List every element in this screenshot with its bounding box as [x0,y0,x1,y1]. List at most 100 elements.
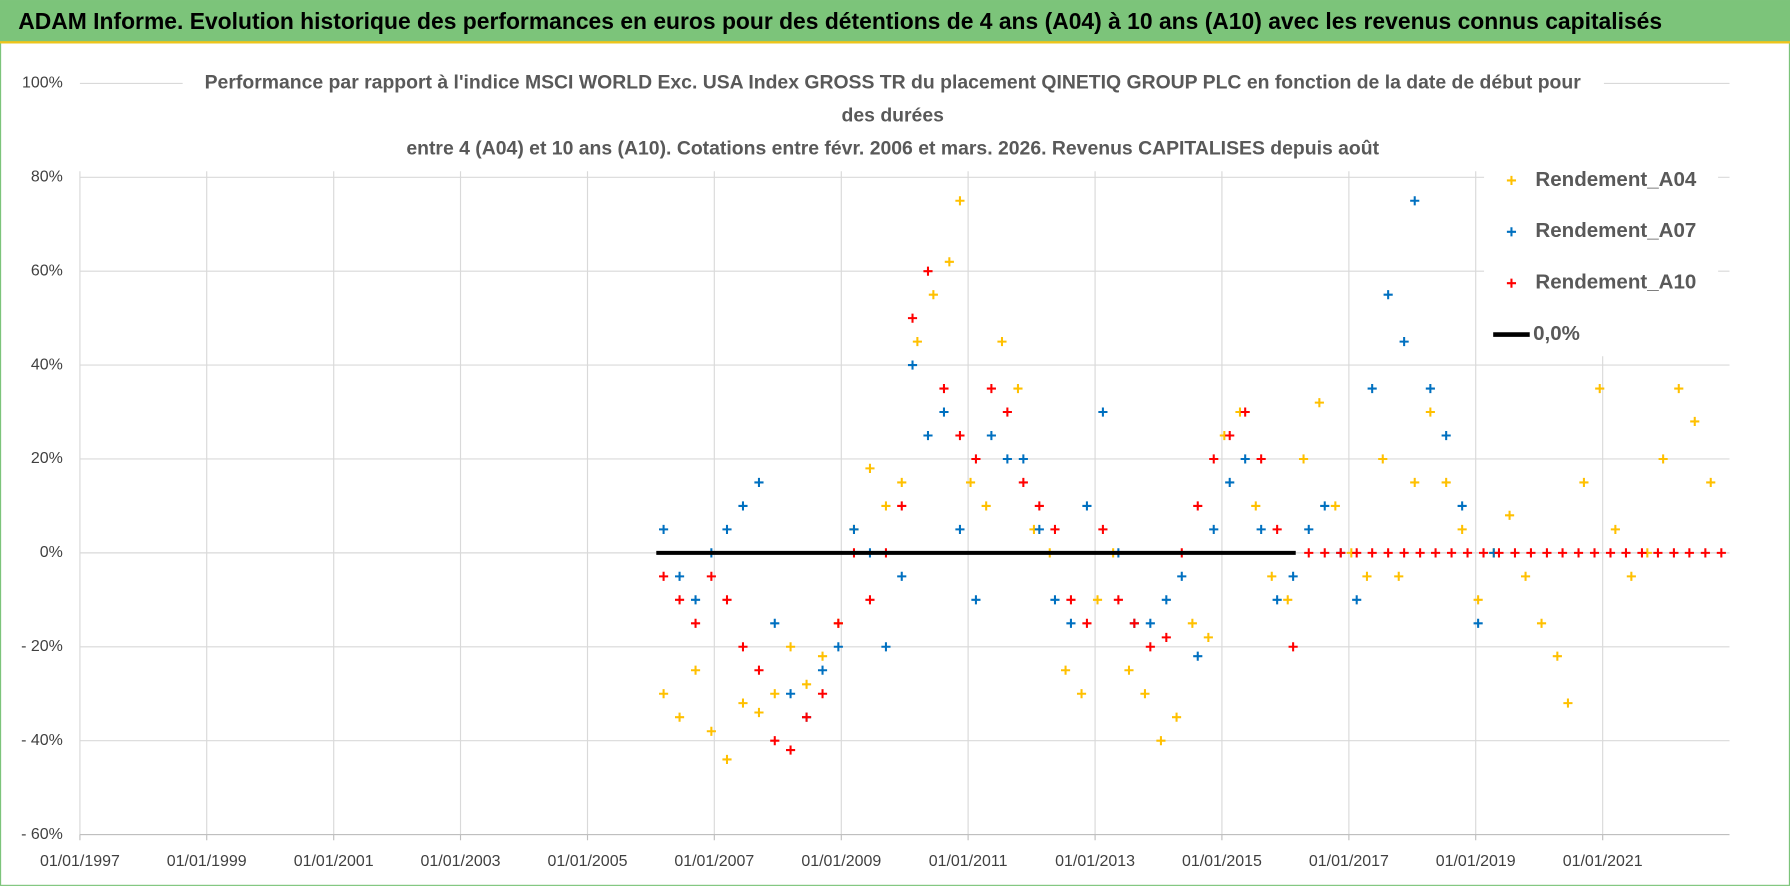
data-point [1034,524,1044,534]
data-point [706,726,716,736]
data-point [897,501,907,511]
data-point [865,595,875,605]
data-point [1240,407,1250,417]
data-point [1161,632,1171,642]
data-point [1383,290,1393,300]
data-point [971,595,981,605]
data-point [1399,337,1409,347]
data-point [1473,618,1483,628]
y-tick-label: 100% [22,75,63,92]
data-point [1336,548,1346,558]
data-point [1510,548,1520,558]
subtitle-bg [182,66,1604,167]
data-point [1156,736,1166,746]
data-point [1563,698,1573,708]
marks [656,196,1726,765]
data-point [1579,477,1589,488]
data-point [1415,548,1425,558]
data-point [1082,618,1092,628]
data-point [965,477,976,488]
x-tick-label: 01/01/1997 [40,853,120,870]
data-point [923,266,933,276]
data-point [1304,548,1314,558]
data-point [1457,501,1467,511]
x-tick-label: 01/01/2015 [1182,853,1262,870]
data-point [738,642,748,652]
data-point [1193,501,1203,511]
y-tick-label: - 60% [21,826,63,843]
data-point [1203,632,1213,642]
data-point [770,618,780,628]
data-point [1557,548,1568,558]
data-point [907,360,918,370]
data-point [786,745,796,755]
data-point [1716,548,1726,558]
data-point [1399,548,1409,558]
data-point [1034,501,1044,511]
data-point [1298,454,1309,464]
legend-label: Rendement_A04 [1535,168,1696,191]
subtitle: des durées [842,105,944,127]
data-point [801,712,812,722]
data-point [833,618,843,628]
y-tick-label: - 40% [21,732,63,749]
data-point [722,754,732,765]
data-point [1066,618,1076,628]
data-point [770,689,780,699]
data-point [1542,548,1552,558]
data-point [928,290,938,300]
data-point [1700,548,1710,558]
data-point [659,689,669,699]
data-point [1098,524,1108,534]
data-point [833,642,843,652]
data-point [754,707,764,718]
overlay: Performance par rapport à l'indice MSCI … [182,66,1719,357]
data-point [1383,548,1393,558]
data-point [1330,501,1340,511]
data-point [1637,548,1647,558]
data-point [1076,689,1087,699]
data-point [1621,548,1631,558]
data-point [981,501,991,511]
legend-label: Rendement_A10 [1535,271,1696,294]
data-point [1256,454,1266,464]
data-point [1272,524,1282,534]
data-point [1520,571,1531,581]
data-point [1209,524,1219,534]
data-point [1082,501,1092,511]
data-point [1267,571,1277,581]
data-point [675,571,685,581]
x-tick-label: 01/01/2013 [1055,853,1135,870]
data-point [939,383,949,394]
y-tick-label: 60% [31,262,63,279]
legend-bg [1484,159,1719,357]
data-point [1002,407,1012,417]
data-point [675,595,685,605]
x-tick-label: 01/01/2019 [1436,853,1516,870]
data-point [986,383,996,394]
data-point [722,524,732,534]
y-tick-label: 80% [31,169,63,186]
data-point [1605,548,1616,558]
data-point [897,571,907,581]
data-point [955,196,965,206]
data-point [1441,477,1451,488]
data-point [786,642,796,652]
data-point [849,524,859,534]
data-point [1129,618,1139,628]
data-point [1145,618,1155,628]
data-point [690,618,701,628]
x-tick-label: 01/01/2011 [929,853,1008,870]
data-point [1124,665,1134,675]
x-tick-label: 01/01/2003 [421,853,501,870]
data-point [1410,196,1420,206]
data-point [1367,548,1377,558]
data-point [1669,548,1679,558]
x-tick-label: 01/01/2005 [548,853,628,870]
x-tick-label: 01/01/2021 [1563,853,1643,870]
data-point [1177,571,1187,581]
data-point [1013,383,1023,394]
x-tick-label: 01/01/2009 [801,853,881,870]
